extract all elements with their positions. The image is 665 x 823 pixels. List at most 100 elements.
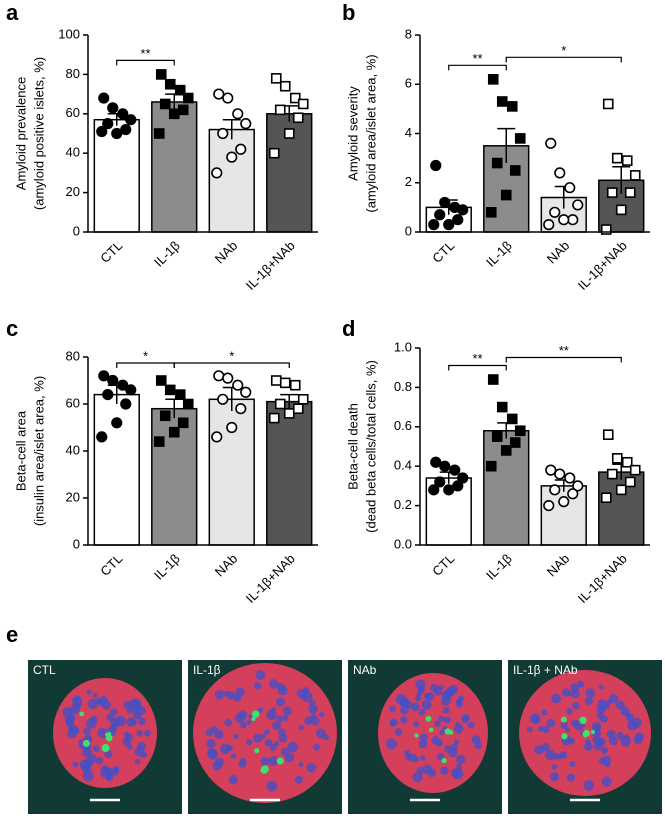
y-tick-label: 80 bbox=[66, 66, 80, 81]
data-point bbox=[514, 133, 526, 144]
x-tick-label: CTL bbox=[429, 238, 457, 266]
data-point bbox=[611, 152, 623, 164]
nucleus bbox=[626, 713, 635, 722]
nucleus bbox=[214, 729, 224, 740]
amyloid bbox=[579, 716, 587, 724]
nucleus bbox=[561, 688, 571, 697]
nucleus bbox=[302, 687, 310, 694]
data-point bbox=[545, 137, 557, 149]
data-point bbox=[217, 127, 229, 140]
data-point bbox=[606, 468, 618, 480]
y-tick-label: 0.0 bbox=[394, 536, 412, 551]
data-point bbox=[428, 219, 440, 231]
data-point bbox=[491, 431, 503, 442]
nucleus bbox=[546, 718, 556, 728]
data-point bbox=[621, 456, 633, 468]
data-point bbox=[452, 480, 464, 492]
y-axis-label: (dead beta cells/total cells, %) bbox=[363, 360, 378, 533]
data-point bbox=[96, 125, 108, 138]
data-point bbox=[485, 207, 497, 218]
nucleus bbox=[272, 720, 282, 730]
data-point bbox=[621, 155, 633, 166]
nucleus bbox=[130, 719, 137, 726]
nucleus bbox=[461, 714, 471, 723]
nucleus bbox=[68, 714, 75, 721]
error-bar bbox=[612, 165, 631, 194]
nucleus bbox=[233, 733, 239, 740]
nucleus bbox=[298, 724, 304, 731]
nucleus bbox=[138, 717, 146, 726]
nucleus bbox=[97, 727, 108, 739]
data-point bbox=[434, 209, 446, 221]
nucleus bbox=[287, 741, 299, 753]
bar bbox=[208, 398, 255, 546]
nucleus bbox=[110, 708, 118, 716]
data-point bbox=[153, 436, 165, 447]
data-point bbox=[292, 403, 304, 415]
data-point bbox=[545, 464, 557, 476]
nucleus bbox=[452, 768, 464, 780]
data-point bbox=[289, 379, 301, 391]
bar bbox=[151, 101, 198, 233]
nucleus bbox=[264, 738, 273, 747]
nucleus bbox=[319, 711, 325, 718]
data-point bbox=[297, 98, 309, 110]
data-point bbox=[213, 88, 225, 100]
nucleus bbox=[419, 733, 428, 742]
data-point bbox=[222, 372, 234, 384]
y-axis-label: (amyloid positive islets, %) bbox=[31, 57, 46, 210]
nucleus bbox=[86, 718, 97, 729]
nucleus bbox=[421, 699, 432, 710]
data-point bbox=[629, 170, 641, 181]
data-point bbox=[111, 127, 123, 140]
data-point bbox=[452, 214, 464, 226]
data-point bbox=[279, 80, 291, 92]
nucleus bbox=[601, 776, 612, 787]
data-point bbox=[449, 464, 461, 476]
data-point bbox=[125, 114, 137, 126]
nucleus bbox=[551, 764, 558, 770]
data-point bbox=[572, 199, 584, 211]
y-tick-label: 0 bbox=[405, 223, 412, 238]
nucleus bbox=[541, 709, 548, 716]
data-point bbox=[509, 437, 521, 448]
nucleus bbox=[434, 720, 441, 727]
data-point bbox=[174, 84, 186, 96]
data-point bbox=[506, 101, 518, 112]
nucleus bbox=[134, 746, 145, 757]
y-axis-label: Beta-cell area bbox=[13, 410, 28, 491]
nucleus bbox=[433, 687, 443, 696]
y-axis-label: Amyloid prevalence bbox=[13, 77, 28, 190]
axes bbox=[419, 35, 650, 233]
nucleus bbox=[414, 695, 422, 702]
data-point bbox=[428, 484, 440, 496]
nucleus bbox=[309, 699, 316, 706]
nucleus bbox=[551, 693, 562, 704]
nucleus bbox=[530, 713, 541, 724]
y-tick-label: 1.0 bbox=[394, 339, 412, 354]
data-point bbox=[615, 204, 627, 216]
x-tick-label: CTL bbox=[97, 238, 125, 266]
nucleus bbox=[456, 698, 462, 705]
nucleus bbox=[569, 761, 576, 768]
data-point bbox=[558, 214, 570, 226]
amyloid bbox=[414, 733, 419, 738]
nucleus bbox=[599, 714, 608, 723]
nucleus bbox=[282, 715, 289, 722]
nucleus bbox=[440, 766, 449, 776]
nucleus bbox=[410, 702, 420, 712]
bar bbox=[208, 128, 255, 233]
nucleus bbox=[269, 744, 277, 751]
nucleus bbox=[294, 775, 303, 784]
data-point bbox=[611, 453, 623, 464]
amyloid bbox=[441, 757, 447, 764]
significance-bracket bbox=[116, 362, 175, 368]
amyloid bbox=[260, 766, 268, 774]
nucleus bbox=[564, 727, 571, 733]
data-point bbox=[496, 96, 508, 107]
nucleus bbox=[442, 707, 450, 714]
micrograph: IL-1β + NAb bbox=[508, 660, 662, 814]
nucleus bbox=[448, 684, 459, 695]
nucleus bbox=[264, 729, 270, 735]
data-point bbox=[117, 379, 129, 391]
